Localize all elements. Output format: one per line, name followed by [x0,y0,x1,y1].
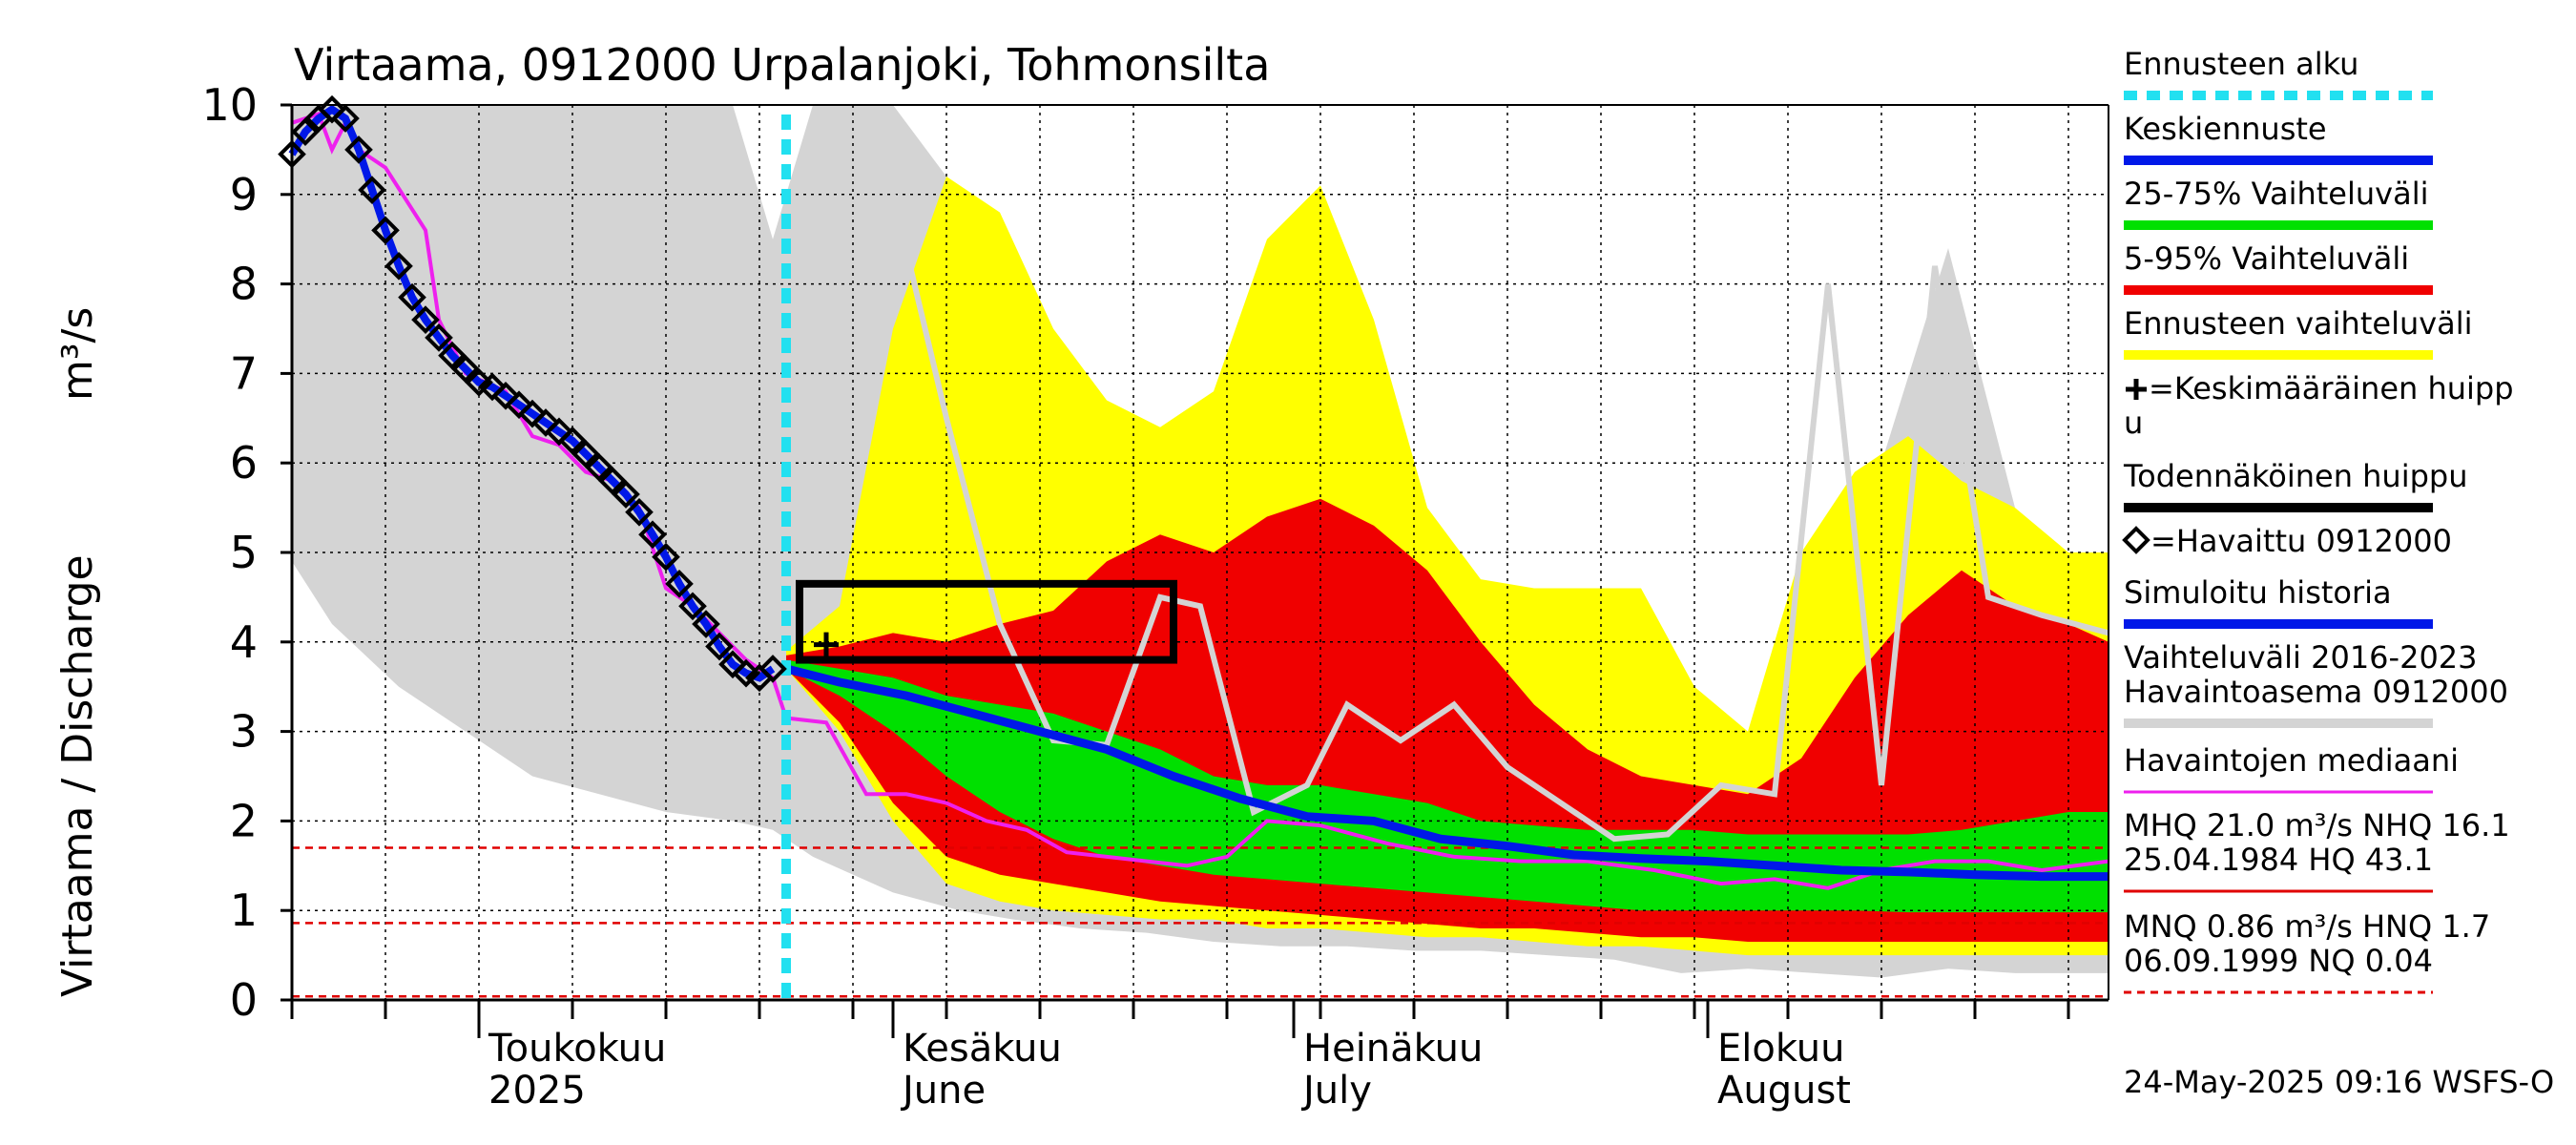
observed-point [625,497,654,527]
legend-label: Ennusteen alku [2124,46,2358,82]
month-label-en: July [1300,1069,1372,1113]
footer-timestamp: 24-May-2025 09:16 WSFS-O [2124,1064,2554,1100]
month-label-fi: Heinäkuu [1303,1027,1483,1071]
legend-label: =Havaittu 0912000 [2150,523,2452,559]
legend-label: Ennusteen vaihteluväli [2124,305,2473,342]
observed-point [545,417,573,447]
legend-label: 5-95% Vaihteluväli [2124,240,2409,277]
band-history-2016-2023 [292,105,2109,978]
observed-point [478,372,507,402]
observed-point [505,390,533,420]
series-simulated-history-line [288,104,776,682]
legend-label: Simuloitu historia [2124,574,2392,611]
legend: Ennusteen alku Keskiennuste 25-75% Vaihtel… [2122,46,2514,994]
observed-point [384,252,413,281]
observed-point [451,354,480,384]
observed-point [344,135,373,164]
y-tick-label: 3 [230,706,258,758]
observed-point [678,592,707,621]
observed-point [358,176,386,204]
y-tick-label: 8 [230,259,258,310]
observed-point [491,382,520,410]
legend-label-line2: u [2124,405,2143,441]
observed-point [571,439,600,468]
lines-layer [288,104,2109,1000]
observed-point [585,453,613,482]
month-label-en: August [1717,1069,1851,1113]
legend-label: MHQ 21.0 m³/s NHQ 16.1 [2124,807,2510,843]
mean-peak-marker [814,632,839,657]
observed-point [718,650,747,679]
y-tick-label: 10 [201,79,258,131]
observed-point [638,520,667,550]
markers-layer [278,94,1177,693]
y-axis-label: Virtaama / Discharge [53,554,102,997]
month-label-fi: Kesäkuu [903,1027,1062,1071]
y-tick-label: 2 [230,795,258,846]
y-tick-label: 5 [230,527,258,578]
legend-label-line2: 25.04.1984 HQ 43.1 [2124,842,2433,878]
y-tick-label: 1 [230,885,258,936]
series-median-forecast-line [784,664,2109,882]
legend-label: =Keskimääräinen huipp [2149,370,2514,406]
legend-label: Havaintojen mediaani [2124,742,2459,779]
y-axis-unit: m³/s [53,307,102,401]
legend-label: MNQ 0.86 m³/s HNQ 1.7 [2124,908,2490,945]
observed-point [665,570,694,598]
chart-title: Virtaama, 0912000 Urpalanjoki, Tohmonsil… [294,39,1270,91]
reference-lines-layer [292,846,2109,998]
legend-label: Todennäköinen huippu [2123,458,2468,494]
observed-point [692,610,720,638]
legend-label: 25-75% Vaihteluväli [2124,176,2428,212]
probable-peak-box [796,579,1177,664]
observed-point [371,216,400,245]
observed-point [438,341,467,370]
month-label-fi: Elokuu [1717,1027,1845,1071]
legend-label-line2: Havaintoasema 0912000 [2124,674,2508,710]
observed-point [331,104,360,133]
legend-label: Vaihteluväli 2016-2023 [2124,639,2478,676]
observed-point [411,305,440,334]
observed-point [425,323,453,352]
legend-diamond-icon [2122,526,2150,554]
observed-point [518,399,547,428]
observed-point [398,282,426,312]
month-label-en: 2025 [488,1069,586,1113]
observed-point [598,467,627,495]
observed-point [652,542,680,572]
month-label-en: June [900,1069,986,1113]
legend-label-line2: 06.09.1999 NQ 0.04 [2124,943,2433,979]
y-tick-label: 6 [230,437,258,489]
band-25-75 [786,659,2109,913]
observed-point [291,117,320,146]
legend-plus-icon [2126,379,2147,400]
observed-point [758,655,787,683]
y-tick-label: 7 [230,347,258,399]
observed-point [558,426,587,455]
y-tick-label: 9 [230,169,258,220]
observed-point [531,408,560,437]
y-tick-label: 4 [230,616,258,668]
y-tick-label: 0 [230,974,258,1026]
observed-point [612,480,640,509]
legend-label: Keskiennuste [2124,111,2327,147]
observed-point [705,632,734,661]
month-label-fi: Toukokuu [488,1027,666,1071]
